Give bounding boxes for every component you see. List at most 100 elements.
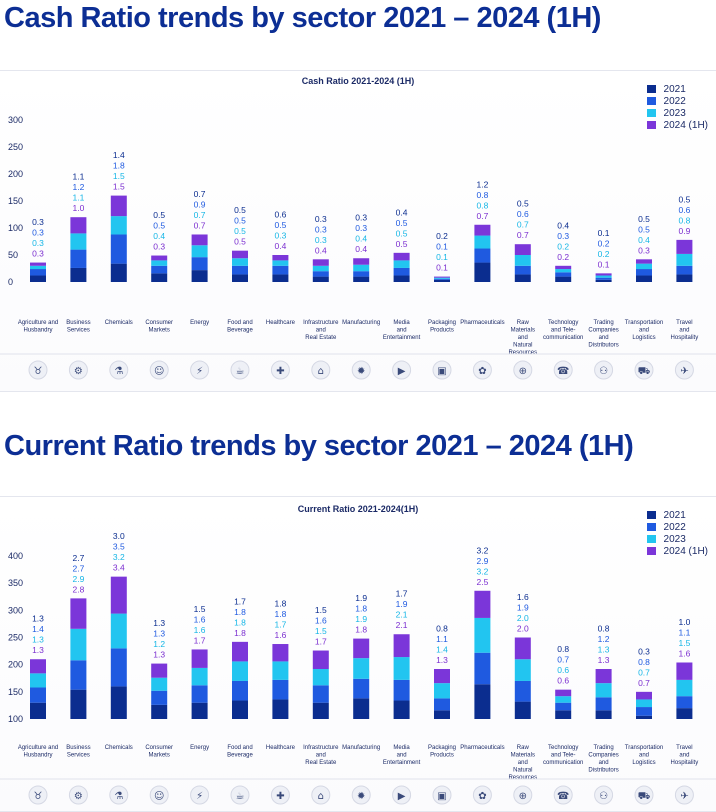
bar-segment-2021 [151,704,168,719]
category-label: Business [66,745,90,751]
data-label: 0.3 [32,249,44,259]
bar-segment-2021 [191,270,208,282]
bar-segment-2022 [70,660,87,690]
health-icon-glyph: ✚ [276,791,284,802]
bar-segment-2022 [434,698,450,711]
category-label: and [639,753,649,759]
bar-segment-2021 [514,701,531,719]
data-label: 1.8 [234,617,246,627]
data-label: 1.9 [517,603,529,613]
data-label: 1.8 [355,604,367,614]
bar-segment-20241h [353,258,370,265]
bar-segment-20241h [232,250,248,259]
flask-icon [109,785,129,805]
bar-segment-20241h [393,252,410,261]
y-tick-label: 100 [8,223,23,233]
truck-icon-glyph: ⛟ [638,366,651,377]
cash-ratio-legend: 2021 2022 2023 2024 (1H) [646,83,708,131]
category-label: Logistics [632,760,655,766]
bar-segment-2021 [555,710,572,719]
data-label: 0.5 [396,239,408,249]
bar-segment-20241h [636,259,652,264]
data-label: 0.5 [234,205,246,215]
bar-segment-20241h [555,689,572,697]
bar-segment-2023 [232,661,248,681]
data-label: 2.0 [517,624,529,634]
data-label: 0.3 [315,224,327,234]
category-label: Technology [548,745,578,751]
chart-title: Current Ratio 2021-2024(1H) [298,504,419,514]
bar-segment-2022 [30,269,46,276]
bar-segment-2022 [636,707,652,716]
bar-segment-2023 [353,658,370,679]
category-label: Packaging [428,320,456,326]
category-label: Trading [594,745,614,751]
bar-segment-20241h [191,234,208,246]
bar-segment-20241h [676,239,693,254]
bar-segment-2021 [636,275,652,282]
data-label: 0.5 [638,214,650,224]
bar-segment-2022 [353,678,370,699]
bar-segment-20241h [434,669,450,684]
bar-segment-2023 [514,659,531,681]
data-label: 1.7 [315,637,327,647]
y-tick-label: 100 [8,714,23,724]
bar-segment-2022 [434,278,450,280]
data-label: 0.5 [234,226,246,236]
data-label: 0.2 [436,231,448,241]
data-label: 1.7 [234,596,246,606]
data-label: 3.2 [113,552,125,562]
data-label: 0.7 [517,230,529,240]
people-icon [594,360,614,380]
category-label: Transportation [625,320,663,326]
pills-icon [472,785,492,805]
data-label: 2.9 [72,574,84,584]
bar-segment-2021 [353,276,370,282]
data-label: 2.7 [72,563,84,573]
bar-segment-2023 [636,699,652,708]
bar-segment-2022 [312,685,329,703]
bar-segment-2021 [312,276,329,282]
data-label: 1.2 [72,182,84,192]
bar-segment-20241h [30,262,46,266]
cow-icon [28,785,48,805]
bar-segment-20241h [312,259,329,266]
data-label: 2.0 [517,613,529,623]
bar-segment-2022 [353,271,370,277]
category-label: Infrastructure [303,745,339,751]
data-label: 1.1 [678,627,690,637]
bar-segment-2021 [676,708,693,719]
bar-segment-2021 [30,702,46,719]
data-label: 1.1 [72,172,84,182]
bar-segment-2022 [555,702,572,711]
category-label: and Tele- [551,753,576,759]
data-label: 0.8 [436,624,448,634]
bar-segment-20241h [30,659,46,674]
flask-icon [109,360,129,380]
category-label: Raw [517,745,530,751]
bar-segment-2021 [110,263,127,282]
bar-segment-2023 [151,260,168,266]
category-label: Travel [676,745,692,751]
category-label: Energy [190,745,209,751]
category-label: Packaging [428,745,456,751]
data-label: 3.2 [476,566,488,576]
building-icon [311,360,331,380]
cog-icon-glyph: ✹ [357,791,365,802]
y-tick-label: 150 [8,687,23,697]
category-label: Manufacturing [342,745,380,751]
bar-segment-2021 [151,273,168,282]
category-label: Distributors [588,343,618,349]
bar-segment-2022 [191,257,208,271]
data-label: 0.5 [517,199,529,209]
data-label: 2.1 [396,620,408,630]
data-label: 0.7 [194,189,206,199]
category-label: and [316,328,326,334]
data-label: 1.6 [194,614,206,624]
category-label: Media [393,320,410,326]
y-tick-label: 0 [8,277,13,287]
bar-segment-2021 [595,279,612,282]
data-label: 0.5 [396,228,408,238]
category-label: and [518,760,528,766]
bar-segment-2022 [312,271,329,277]
